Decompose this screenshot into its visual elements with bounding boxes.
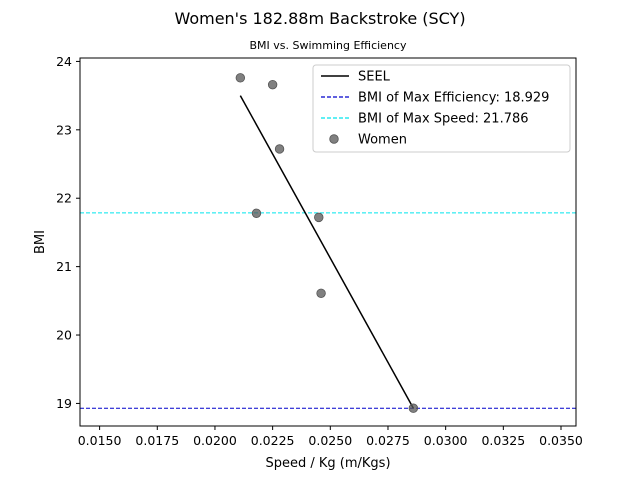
x-tick-label: 0.0250 <box>308 433 352 448</box>
y-tick-label: 19 <box>56 396 72 411</box>
x-tick-label: 0.0325 <box>481 433 525 448</box>
y-tick-label: 20 <box>56 328 72 343</box>
data-point <box>408 403 419 413</box>
data-point <box>274 144 285 154</box>
plot-area <box>80 73 576 413</box>
chart-title: Women's 182.88m Backstroke (SCY) <box>174 9 465 28</box>
x-tick-label: 0.0175 <box>135 433 179 448</box>
legend-label: Women <box>358 133 407 148</box>
legend-label: BMI of Max Speed: 21.786 <box>358 112 529 127</box>
x-tick-label: 0.0225 <box>251 433 295 448</box>
x-axis-label: Speed / Kg (m/Kgs) <box>265 456 390 471</box>
data-point <box>314 212 324 223</box>
x-tick-label: 0.0200 <box>193 433 237 448</box>
data-point <box>267 79 278 90</box>
x-tick-label: 0.0300 <box>424 433 468 448</box>
legend-swatch-women <box>329 134 339 144</box>
y-tick-label: 23 <box>56 122 72 137</box>
data-point <box>251 208 262 218</box>
y-tick-label: 21 <box>56 259 72 274</box>
axes: 0.0150 0.0175 0.0200 0.0225 0.0250 0.0275 0.03… <box>56 54 583 448</box>
y-tick-label: 24 <box>56 54 72 69</box>
plot-frame <box>79 57 577 427</box>
y-tick-label: 22 <box>56 191 72 206</box>
legend-label: SEEL <box>358 70 391 85</box>
x-tick-label: 0.0350 <box>539 433 583 448</box>
legend-label: BMI of Max Efficiency: 18.929 <box>358 91 549 106</box>
y-axis-label: BMI <box>33 230 48 254</box>
seel-line <box>239 95 415 409</box>
legend-box <box>312 64 571 153</box>
x-tick-label: 0.0275 <box>366 433 410 448</box>
data-point <box>316 288 326 299</box>
chart-subtitle: BMI vs. Swimming Efficiency <box>250 39 407 52</box>
x-tick-label: 0.0150 <box>78 433 122 448</box>
legend: SEEL BMI of Max Efficiency: 18.929 BMI of … <box>312 64 571 153</box>
data-point <box>235 73 246 83</box>
